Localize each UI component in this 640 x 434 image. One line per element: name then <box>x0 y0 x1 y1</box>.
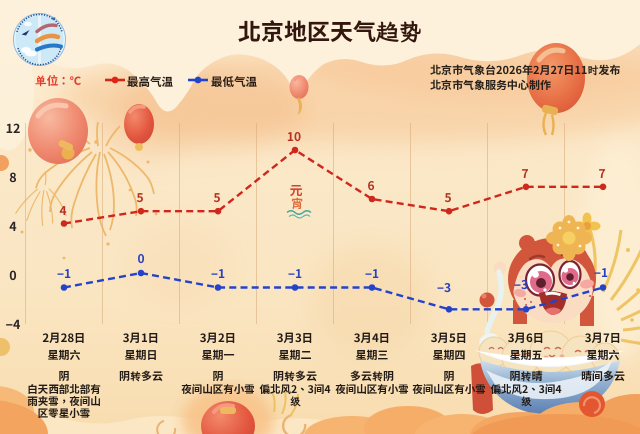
svg-text:元: 元 <box>289 180 302 199</box>
svg-text:宵: 宵 <box>291 195 303 212</box>
